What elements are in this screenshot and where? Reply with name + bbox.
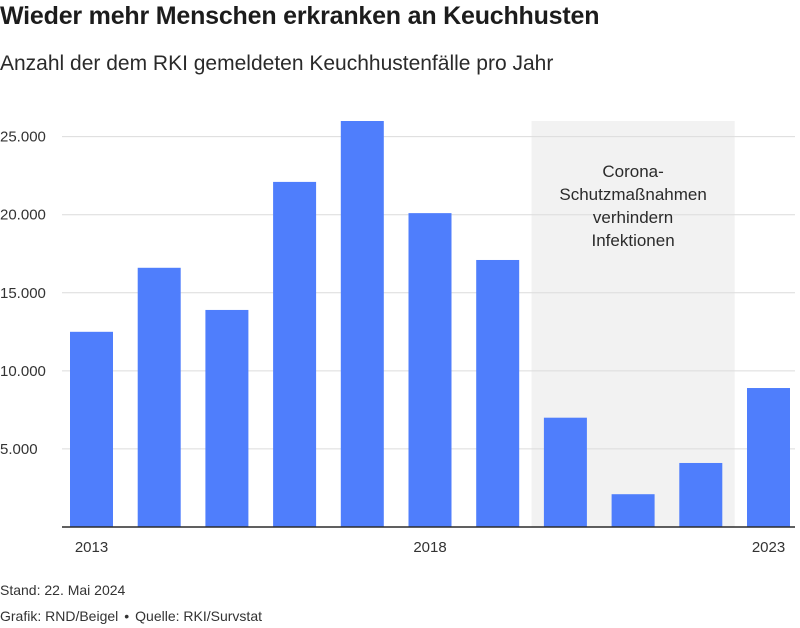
chart-title: Wieder mehr Menschen erkranken an Keuchh… (0, 2, 600, 30)
bar-2023 (747, 388, 790, 527)
bar-2015 (205, 309, 249, 527)
footer-date: Stand: 22. Mai 2024 (0, 582, 126, 598)
footer-separator: • (124, 608, 130, 624)
bar-2013 (70, 331, 113, 527)
corona-annotation-line: Infektionen (592, 231, 675, 250)
bar-chart: 5.000 10.000 15.000 20.000 25.000 2013 2018 20… (0, 121, 795, 556)
y-tick-label: 20.000 (0, 207, 46, 224)
y-tick-label: 5.000 (0, 441, 38, 458)
bar-2021 (611, 494, 655, 527)
chart-subtitle: Anzahl der dem RKI gemeldeten Keuchhuste… (0, 52, 554, 75)
x-tick-label: 2018 (413, 539, 446, 556)
bar-2017 (340, 121, 384, 527)
x-tick-label: 2023 (752, 539, 785, 556)
corona-annotation-line: Schutzmaßnahmen (559, 185, 706, 204)
bar-2018 (408, 213, 452, 527)
footer-graphic-credit: Grafik: RND/Beigel (0, 608, 119, 624)
corona-annotation-line: verhindern (593, 208, 673, 227)
bar-2020 (543, 417, 587, 527)
y-tick-label: 15.000 (0, 285, 46, 302)
bar-2019 (476, 259, 520, 527)
y-tick-label: 25.000 (0, 129, 46, 146)
footer-credits: Grafik: RND/Beigel • Quelle: RKI/Survstat (0, 608, 262, 624)
bar-2014 (137, 267, 181, 527)
y-tick-label: 10.000 (0, 363, 46, 380)
bar-2016 (273, 181, 317, 527)
bar-2022 (679, 462, 723, 527)
x-tick-label: 2013 (75, 539, 108, 556)
corona-annotation-line: Corona- (602, 162, 663, 181)
footer-source: Quelle: RKI/Survstat (135, 608, 262, 624)
